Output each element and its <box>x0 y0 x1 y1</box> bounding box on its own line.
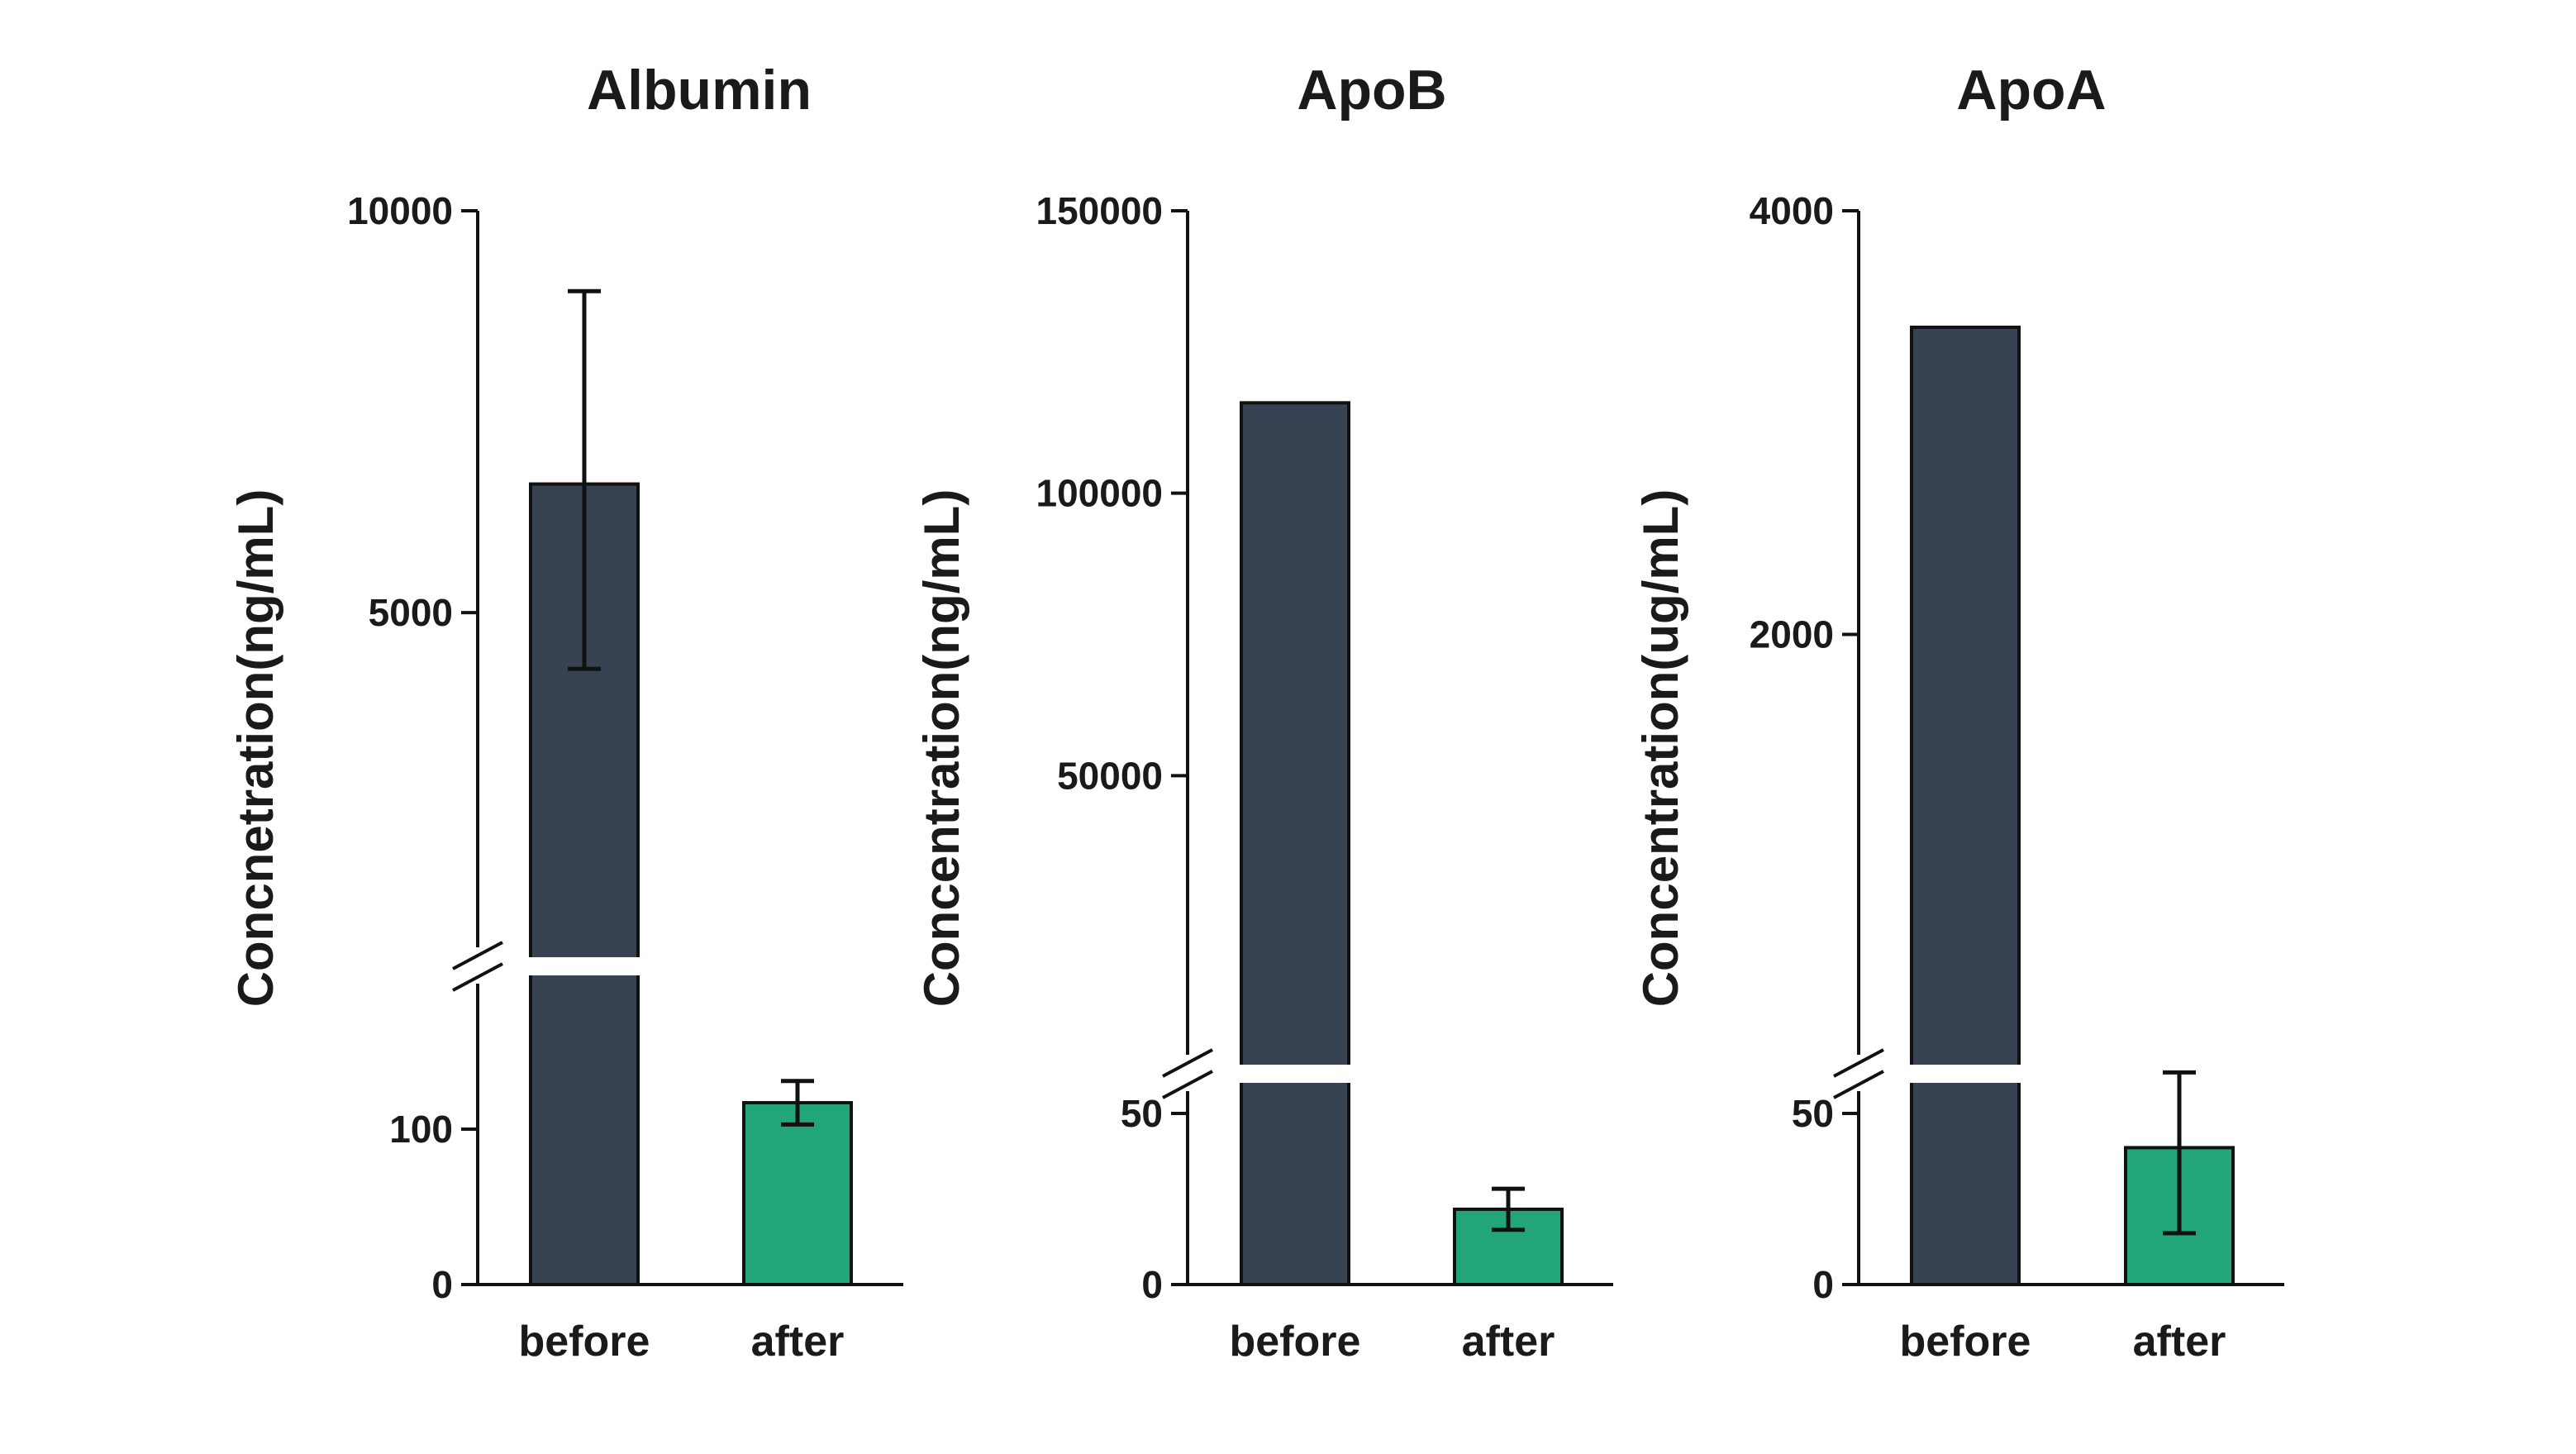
bar-break-gap <box>1238 1065 1352 1083</box>
y-tick-label: 50 <box>1121 1092 1163 1135</box>
y-tick-label: 50000 <box>1057 754 1163 797</box>
y-tick-label: 0 <box>1812 1263 1834 1306</box>
x-tick-label-after: after <box>1462 1318 1555 1366</box>
y-tick-label: 100000 <box>1036 472 1164 515</box>
x-tick-label-before: before <box>1230 1318 1361 1366</box>
chart-title: ApoB <box>1297 59 1446 122</box>
y-tick-label: 0 <box>431 1263 453 1306</box>
chart-panel-apoa: ApoA Concentration(ug/mL) 0 50 2000 4000 befor… <box>1633 59 2284 1366</box>
y-tick-label: 50 <box>1792 1092 1834 1135</box>
axis-break-mark <box>1833 1048 1884 1078</box>
y-tick-label: 0 <box>1141 1263 1163 1306</box>
axis-break-mark <box>1162 1070 1213 1099</box>
axis-break-mark <box>452 941 503 970</box>
y-tick-label: 100 <box>389 1108 453 1151</box>
y-tick-label: 150000 <box>1036 189 1164 232</box>
x-tick-label-after: after <box>2133 1318 2226 1366</box>
x-tick-label-before: before <box>519 1318 650 1366</box>
y-axis-label: Concentration(ng/mL) <box>914 489 969 1008</box>
chart-panel-apob: ApoB Concentration(ng/mL) 0 50 50000 100000 15… <box>914 59 1613 1366</box>
bar-break-gap <box>1908 1065 2022 1083</box>
axis-break-mark <box>1833 1070 1884 1099</box>
bar-after <box>742 1101 853 1287</box>
x-tick-label-before: before <box>1900 1318 2031 1366</box>
y-tick-label: 2000 <box>1750 613 1834 656</box>
axis-break-mark <box>452 962 503 992</box>
y-tick-label: 5000 <box>369 591 453 634</box>
chart-title: ApoA <box>1956 59 2106 122</box>
bar-before <box>1240 401 1350 1286</box>
x-tick-label-after: after <box>751 1318 845 1366</box>
y-tick-label: 10000 <box>347 189 453 232</box>
chart-panel-albumin: Albumin Concnetration(ng/mL) 0 100 5000 10000… <box>228 59 903 1366</box>
bar-before <box>1910 325 2021 1286</box>
y-axis-label: Concentration(ug/mL) <box>1633 489 1688 1008</box>
bar-break-gap <box>527 957 641 975</box>
axis-break-mark <box>1162 1048 1213 1078</box>
chart-title: Albumin <box>587 59 812 122</box>
y-tick-label: 4000 <box>1750 189 1834 232</box>
y-axis-label: Concnetration(ng/mL) <box>228 489 283 1008</box>
